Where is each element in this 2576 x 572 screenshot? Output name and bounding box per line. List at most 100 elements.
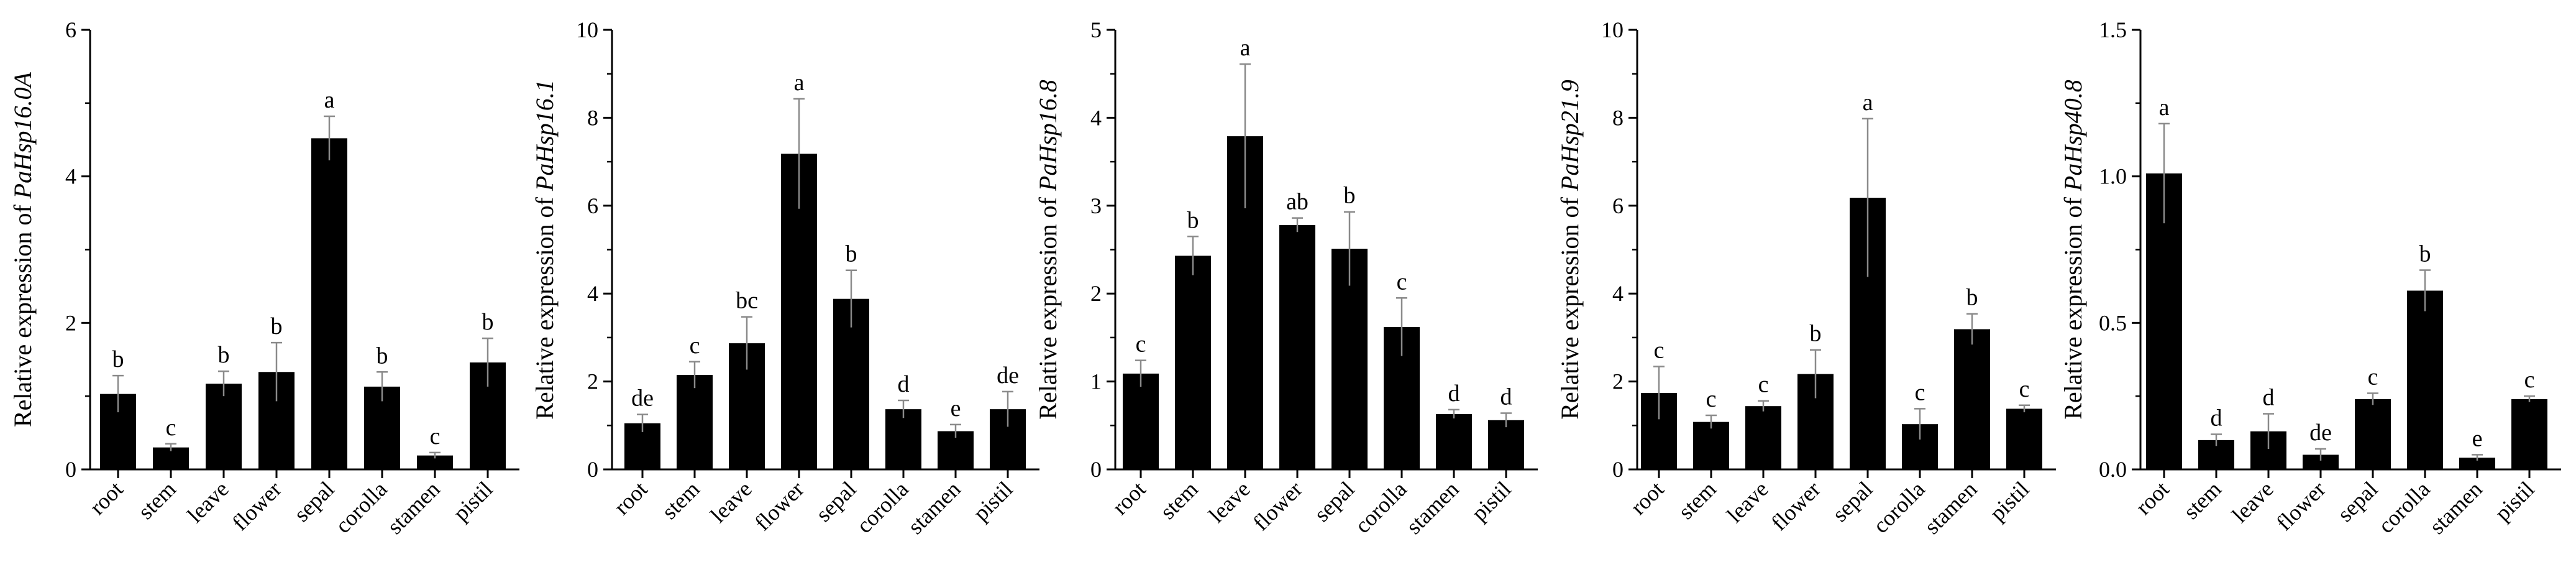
significance-letter: c [1758,372,1769,398]
y-tick-label: 2 [1090,281,1102,306]
x-tick-label: leave [1722,476,1773,527]
y-tick-label: 4 [587,281,598,306]
significance-letter: e [2472,425,2483,451]
significance-letter: b [1810,321,1822,347]
significance-letter: b [846,241,857,267]
y-tick-label: 2 [1612,369,1624,394]
x-tick-label: stamen [903,476,965,538]
x-tick-label: root [84,476,127,519]
chart-panel-1: 0 2 4 6 Relative expression of PaHsp16.0A b ro… [9,17,519,539]
significance-letter: c [1915,379,1925,405]
significance-letter: b [482,309,494,335]
x-tick-label: stem [133,476,180,524]
bar-leave [1745,406,1781,469]
significance-letter: d [2211,405,2222,431]
significance-letter: c [690,333,700,359]
bar-stamen [2459,458,2495,469]
x-tick-label: stem [657,476,704,524]
y-tick-label: 0.5 [2099,310,2127,335]
y-tick-label: 8 [1612,105,1624,130]
y-axis-title-prefix: Relative expression of [1556,191,1584,420]
bar-pistil [1488,420,1524,469]
x-tick-label: root [2131,476,2173,519]
x-tick-label: root [1107,476,1150,519]
significance-letter: ab [1286,189,1309,215]
y-axis-title: Relative expression of PaHsp40.8 [2059,80,2087,420]
x-tick-label: leave [2227,476,2278,527]
x-tick-label: stem [1673,476,1720,524]
significance-letter: a [2159,95,2170,121]
x-tick-label: stamen [382,476,444,538]
significance-letter: c [2368,364,2378,390]
y-tick-label: 0.0 [2099,457,2127,482]
y-axis-title-prefix: Relative expression of [1034,191,1062,420]
x-tick-label: root [609,476,652,519]
significance-letter: c [2019,376,2030,402]
y-tick-label: 0 [1612,457,1624,482]
significance-letter: b [1187,207,1199,233]
significance-letter: d [898,371,910,397]
x-tick-label: stamen [2424,476,2487,538]
bar-stem [1693,422,1729,469]
significance-letter: e [951,395,961,422]
x-tick-label: pistil [1985,476,2034,525]
y-axis-title-gene: PaHsp16.0A [9,72,37,199]
y-tick-label: 2 [587,369,598,394]
y-axis-title-prefix: Relative expression of [9,198,37,427]
bar-stem [1175,256,1211,469]
x-tick-label: pistil [968,476,1017,525]
x-tick-label: leave [1204,476,1255,527]
significance-letter: a [1240,35,1251,61]
x-tick-label: stamen [1401,476,1463,538]
y-tick-label: 10 [576,17,598,42]
y-axis-title: Relative expression of PaHsp21.9 [1556,80,1584,420]
significance-letter: c [430,423,441,450]
y-axis-title: Relative expression of PaHsp16.0A [9,72,37,427]
y-tick-label: 5 [1090,17,1102,42]
y-axis-title-gene: PaHsp40.8 [2059,80,2087,191]
significance-letter: b [218,342,230,368]
x-tick-label: corolla [1350,476,1412,538]
x-tick-label: leave [706,476,757,527]
significance-letter: b [1344,183,1356,209]
x-tick-label: leave [183,476,234,527]
x-tick-label: flower [227,476,286,535]
y-tick-label: 6 [587,193,598,218]
chart-panel-5: 0.0 0.5 1.0 1.5 Relative expression of PaHsp… [2059,17,2561,539]
x-tick-label: corolla [1868,476,1930,538]
y-axis-title-gene: PaHsp16.1 [531,80,559,191]
bar-pistil [2006,408,2042,469]
bar-stamen [1436,413,1472,469]
significance-letter: b [2419,241,2431,267]
significance-letter: b [377,343,388,369]
y-tick-label: 1.0 [2099,164,2127,189]
significance-letter: a [324,87,335,113]
y-tick-label: 10 [1601,17,1624,42]
y-tick-label: 3 [1090,193,1102,218]
y-tick-label: 0 [587,457,598,482]
significance-letter: c [1654,338,1665,364]
y-tick-label: 4 [1612,281,1624,306]
x-tick-label: stem [2178,476,2226,524]
x-tick-label: corolla [331,476,392,538]
significance-letter: c [2524,367,2535,393]
significance-letter: c [1706,386,1717,412]
bar-corolla [885,409,921,469]
x-tick-label: flower [750,476,809,535]
y-axis-title: Relative expression of PaHsp16.1 [531,80,559,420]
x-tick-label: flower [2272,476,2331,535]
bar-stamen [1954,329,1990,469]
bar-stamen [417,455,453,469]
significance-letter: de [2309,420,2332,446]
chart-panel-3: 0 1 2 3 4 5 Relative expression of PaHsp16.8 c r… [1034,17,1538,539]
significance-letter: de [997,362,1019,389]
significance-letter: a [1863,90,1873,116]
bar-pistil [2511,399,2547,469]
y-axis-title-prefix: Relative expression of [2059,191,2087,420]
bar-root [1123,373,1159,469]
bar-stem [677,374,713,469]
significance-letter: c [166,415,176,441]
y-axis-title-gene: PaHsp21.9 [1556,80,1584,191]
x-tick-label: pistil [1466,476,1515,525]
